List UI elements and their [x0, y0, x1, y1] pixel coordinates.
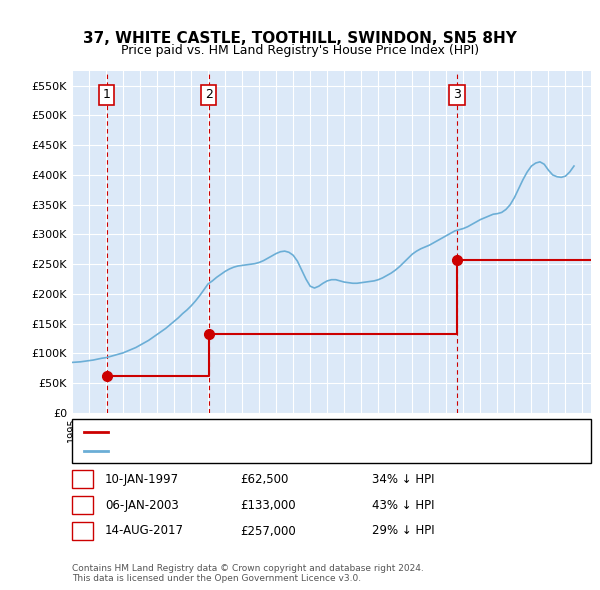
Text: 10-JAN-1997: 10-JAN-1997 [105, 473, 179, 486]
Text: Contains HM Land Registry data © Crown copyright and database right 2024.
This d: Contains HM Land Registry data © Crown c… [72, 563, 424, 583]
Text: 29% ↓ HPI: 29% ↓ HPI [372, 525, 434, 537]
Text: 43% ↓ HPI: 43% ↓ HPI [372, 499, 434, 512]
Text: £257,000: £257,000 [240, 525, 296, 537]
Text: 14-AUG-2017: 14-AUG-2017 [105, 525, 184, 537]
Text: 3: 3 [453, 88, 461, 101]
Text: Price paid vs. HM Land Registry's House Price Index (HPI): Price paid vs. HM Land Registry's House … [121, 44, 479, 57]
Text: 2: 2 [79, 499, 86, 512]
Text: £133,000: £133,000 [240, 499, 296, 512]
Text: 2: 2 [205, 88, 212, 101]
Text: 1: 1 [79, 473, 86, 486]
Text: 34% ↓ HPI: 34% ↓ HPI [372, 473, 434, 486]
Text: HPI: Average price, detached house, Swindon: HPI: Average price, detached house, Swin… [111, 445, 348, 455]
Text: 37, WHITE CASTLE, TOOTHILL, SWINDON, SN5 8HY: 37, WHITE CASTLE, TOOTHILL, SWINDON, SN5… [83, 31, 517, 46]
Text: 06-JAN-2003: 06-JAN-2003 [105, 499, 179, 512]
Text: £62,500: £62,500 [240, 473, 289, 486]
Text: 37, WHITE CASTLE, TOOTHILL, SWINDON, SN5 8HY (detached house): 37, WHITE CASTLE, TOOTHILL, SWINDON, SN5… [111, 427, 470, 436]
Text: 1: 1 [103, 88, 110, 101]
Text: 3: 3 [79, 525, 86, 537]
